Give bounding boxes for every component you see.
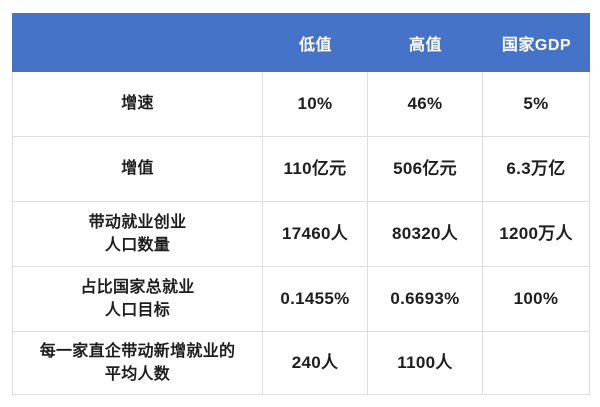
row-label: 占比国家总就业 人口目标 [13, 267, 263, 331]
cell-national-gdp: 6.3万亿 [506, 158, 566, 178]
cell-low-value: 240人 [263, 332, 368, 394]
row-label: 增值 [13, 137, 263, 201]
header-cell-blank [12, 13, 263, 72]
cell-low-value: 17460人 [263, 202, 368, 266]
cell-national-gdp: 100% [513, 288, 559, 308]
table-row-employment-population: 带动就业创业 人口数量 17460人 80320人 1200万人 [13, 202, 589, 267]
cell-low-value: 110亿元 [263, 137, 368, 201]
row-label: 每一家直企带动新增就业的 平均人数 [13, 332, 263, 394]
table-row-employment-ratio-target: 占比国家总就业 人口目标 0.1455% 0.6693% 100% [13, 267, 589, 332]
table-body: 增速 10% 46% 5% 增值 110亿元 506亿元 6.3万亿 带动就业创… [12, 72, 590, 395]
cell-high-value: 0.6693% [368, 267, 483, 331]
header-cell-high-value: 高值 [408, 36, 442, 54]
table-row-growth-amount: 增值 110亿元 506亿元 6.3万亿 [13, 137, 589, 202]
row-label: 带动就业创业 人口数量 [13, 202, 263, 266]
cell-low-value: 10% [263, 72, 368, 136]
cell-high-value: 1100人 [368, 332, 483, 394]
cell-high-value: 80320人 [368, 202, 483, 266]
data-table: 低值 高值 国家GDP 增速 10% 46% 5% 增值 110亿元 506亿元… [12, 13, 590, 395]
cell-national-gdp: 5% [523, 93, 549, 113]
cell-national-gdp [483, 332, 589, 394]
cell-high-value: 46% [368, 72, 483, 136]
row-label: 增速 [13, 72, 263, 136]
header-cell-national-gdp: 国家GDP [501, 36, 572, 54]
table-row-growth-rate: 增速 10% 46% 5% [13, 72, 589, 137]
table-row-avg-new-jobs-per-company: 每一家直企带动新增就业的 平均人数 240人 1100人 [13, 332, 589, 394]
cell-national-gdp: 1200万人 [499, 223, 573, 243]
cell-high-value: 506亿元 [368, 137, 483, 201]
cell-low-value: 0.1455% [263, 267, 368, 331]
table-header-row: 低值 高值 国家GDP [12, 13, 590, 72]
header-cell-low-value: 低值 [298, 36, 332, 54]
